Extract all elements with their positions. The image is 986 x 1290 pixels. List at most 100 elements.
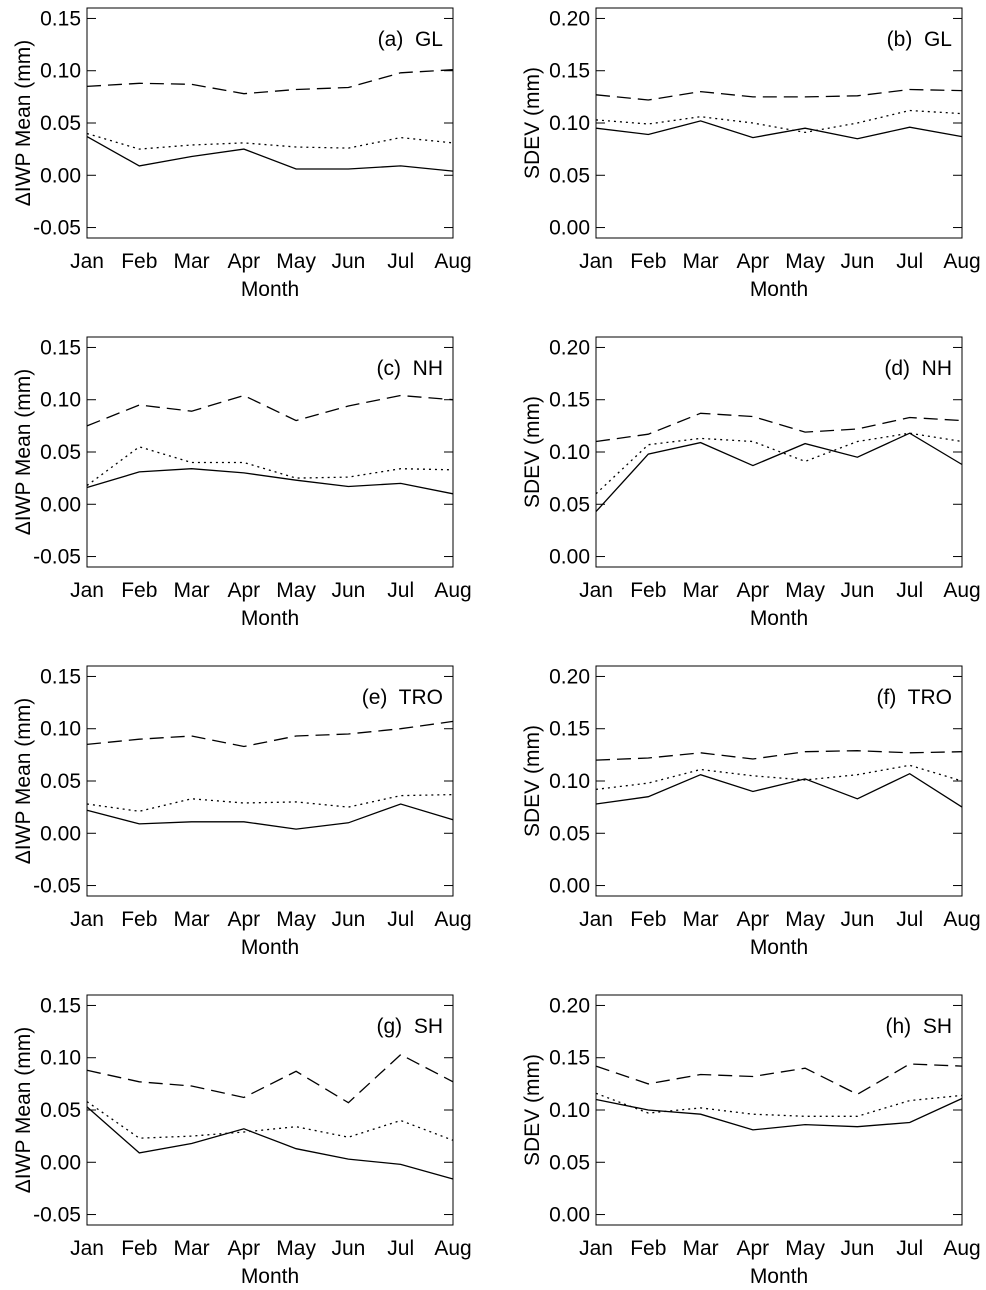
x-tick-label: Jul [387, 579, 414, 602]
x-tick-label: Aug [434, 250, 471, 273]
y-axis-title: SDEV (mm) [521, 725, 544, 837]
y-tick-label: 0.10 [549, 112, 590, 135]
x-tick-label: Jun [331, 250, 365, 273]
y-tick-label: 0.00 [40, 1151, 81, 1174]
x-tick-label: Jan [579, 1237, 613, 1260]
y-tick-label: 0.00 [549, 217, 590, 240]
y-tick-label: 0.00 [40, 164, 81, 187]
y-tick-label: 0.05 [549, 164, 590, 187]
panel-annotation: (e) TRO [362, 686, 443, 709]
x-tick-label: Jul [387, 1237, 414, 1260]
x-tick-label: Mar [682, 1237, 718, 1260]
y-axis-title: SDEV (mm) [521, 67, 544, 179]
x-tick-label: May [785, 1237, 825, 1260]
x-tick-label: May [276, 908, 316, 931]
x-tick-label: Jun [840, 908, 874, 931]
y-tick-label: 0.00 [549, 546, 590, 569]
y-tick-label: 0.15 [549, 718, 590, 741]
series-line [595, 772, 963, 808]
y-axis-title: SDEV (mm) [521, 396, 544, 508]
x-axis-title: Month [241, 607, 299, 630]
x-tick-label: Feb [121, 250, 157, 273]
panel-annotation: (g) SH [376, 1015, 443, 1038]
x-tick-label: Feb [121, 908, 157, 931]
series-line [86, 1106, 454, 1180]
y-tick-label: 0.15 [549, 389, 590, 412]
x-axis-title: Month [241, 1265, 299, 1285]
y-tick-label: 0.20 [549, 336, 590, 359]
series-line [595, 432, 963, 495]
panel-annotation: (b) GL [887, 28, 952, 51]
y-tick-label: -0.05 [33, 546, 81, 569]
y-axis-title: SDEV (mm) [521, 1054, 544, 1166]
panel: 0.20 0.15 0.10 0.05 0.00 Jan Feb Mar Apr May Jun Ju… [521, 336, 981, 630]
series-line [595, 1063, 963, 1096]
x-tick-label: Jul [896, 579, 923, 602]
x-tick-label: May [785, 250, 825, 273]
x-axis-title: Month [750, 936, 808, 959]
y-tick-label: 0.15 [40, 665, 81, 688]
y-tick-label: 0.10 [40, 1047, 81, 1070]
x-tick-label: Apr [737, 250, 770, 273]
x-tick-label: Jun [331, 1237, 365, 1260]
x-tick-label: Aug [943, 579, 980, 602]
y-tick-label: 0.05 [549, 822, 590, 845]
x-tick-label: May [276, 579, 316, 602]
series-line [86, 394, 454, 427]
x-tick-label: Feb [121, 1237, 157, 1260]
x-tick-label: Feb [630, 1237, 666, 1260]
x-tick-label: Mar [682, 250, 718, 273]
x-tick-label: Feb [630, 908, 666, 931]
series-line [86, 446, 454, 487]
x-tick-label: Apr [737, 579, 770, 602]
y-tick-label: -0.05 [33, 1204, 81, 1227]
x-tick-label: Jan [70, 579, 104, 602]
x-tick-label: Aug [434, 579, 471, 602]
y-tick-label: 0.05 [549, 1151, 590, 1174]
series-line [86, 1053, 454, 1104]
x-tick-label: Feb [630, 579, 666, 602]
panel: 0.15 0.10 0.05 0.00 -0.05 Jan Feb Mar Apr May Jun J… [12, 665, 472, 959]
x-axis-title: Month [241, 936, 299, 959]
x-tick-label: Feb [630, 250, 666, 273]
x-tick-label: Jul [387, 908, 414, 931]
y-tick-label: 0.00 [549, 1204, 590, 1227]
series-line [86, 720, 454, 748]
y-tick-label: -0.05 [33, 217, 81, 240]
y-tick-label: 0.10 [549, 441, 590, 464]
panel-annotation: (a) GL [378, 28, 443, 51]
y-tick-label: 0.15 [40, 336, 81, 359]
y-tick-label: 0.00 [549, 875, 590, 898]
x-tick-label: Mar [173, 1237, 209, 1260]
y-tick-label: 0.10 [549, 1099, 590, 1122]
x-axis-title: Month [750, 278, 808, 301]
y-tick-label: 0.10 [40, 60, 81, 83]
x-tick-label: Jan [70, 1237, 104, 1260]
y-tick-label: 0.20 [549, 994, 590, 1017]
series-line [86, 803, 454, 830]
x-tick-label: Jul [896, 1237, 923, 1260]
y-tick-label: 0.05 [40, 441, 81, 464]
x-tick-label: Apr [228, 908, 261, 931]
y-axis-title: ΔIWP Mean (mm) [12, 698, 35, 864]
x-tick-label: Jan [70, 250, 104, 273]
x-tick-label: Apr [737, 908, 770, 931]
y-tick-label: 0.15 [40, 7, 81, 30]
panel: 0.15 0.10 0.05 0.00 -0.05 Jan Feb Mar Apr May Jun J… [12, 336, 472, 630]
panel: 0.15 0.10 0.05 0.00 -0.05 Jan Feb Mar Apr May Jun J… [12, 994, 472, 1288]
x-tick-label: May [785, 908, 825, 931]
x-tick-label: Aug [943, 908, 980, 931]
x-tick-label: Jan [70, 908, 104, 931]
y-tick-label: 0.05 [40, 1099, 81, 1122]
series-line [86, 1101, 454, 1141]
x-tick-label: Jan [579, 908, 613, 931]
x-tick-label: Mar [682, 579, 718, 602]
x-tick-label: Apr [228, 579, 261, 602]
y-axis-title: ΔIWP Mean (mm) [12, 369, 35, 535]
y-tick-label: 0.10 [40, 389, 81, 412]
panel-annotation: (c) NH [377, 357, 444, 380]
y-tick-label: 0.20 [549, 7, 590, 30]
series-line [595, 432, 963, 513]
y-tick-label: 0.00 [40, 822, 81, 845]
